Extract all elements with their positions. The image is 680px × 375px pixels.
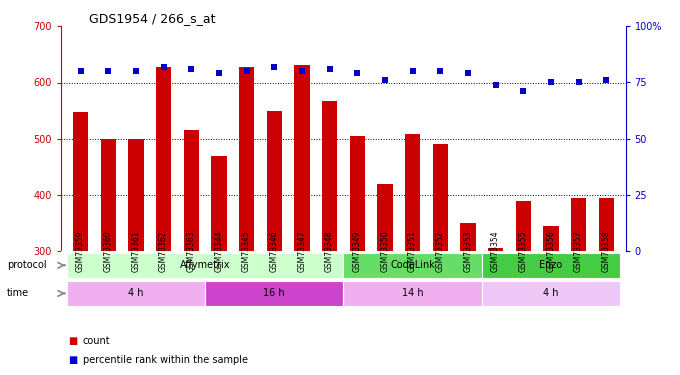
Text: GSM73344: GSM73344: [214, 230, 224, 272]
Bar: [377, 184, 392, 251]
Text: 4 h: 4 h: [543, 288, 559, 298]
Text: GSM73350: GSM73350: [380, 230, 390, 272]
Bar: [405, 134, 420, 251]
Text: count: count: [83, 336, 111, 346]
Text: GSM73360: GSM73360: [104, 230, 113, 272]
Text: GSM73357: GSM73357: [574, 230, 583, 272]
FancyBboxPatch shape: [343, 281, 481, 306]
FancyBboxPatch shape: [67, 281, 205, 306]
Point: [352, 70, 362, 76]
Text: 4 h: 4 h: [128, 288, 143, 298]
Point: [158, 64, 169, 70]
Text: GSM73347: GSM73347: [297, 230, 307, 272]
FancyBboxPatch shape: [343, 253, 481, 278]
Point: [214, 70, 224, 76]
Point: [545, 80, 556, 86]
Text: percentile rank within the sample: percentile rank within the sample: [83, 355, 248, 365]
Point: [407, 68, 418, 74]
Bar: [129, 139, 143, 251]
Point: [517, 88, 528, 94]
Text: Enzo: Enzo: [539, 260, 562, 270]
Text: GSM73356: GSM73356: [547, 230, 556, 272]
FancyBboxPatch shape: [67, 253, 343, 278]
Point: [435, 68, 445, 74]
Bar: [73, 112, 88, 251]
Point: [103, 68, 114, 74]
Bar: [350, 136, 365, 251]
Text: ■: ■: [68, 355, 78, 365]
Text: GSM73363: GSM73363: [187, 230, 196, 272]
Bar: [184, 130, 199, 251]
Text: GSM73359: GSM73359: [76, 230, 85, 272]
Bar: [432, 144, 448, 251]
Point: [573, 80, 584, 86]
Text: protocol: protocol: [7, 260, 46, 270]
Text: GSM73355: GSM73355: [519, 230, 528, 272]
Text: CodeLink: CodeLink: [390, 260, 435, 270]
Text: 16 h: 16 h: [263, 288, 285, 298]
Text: GSM73353: GSM73353: [463, 230, 473, 272]
Bar: [267, 111, 282, 251]
Bar: [211, 156, 226, 251]
Text: GSM73351: GSM73351: [408, 231, 417, 272]
Point: [601, 77, 612, 83]
Text: GDS1954 / 266_s_at: GDS1954 / 266_s_at: [89, 12, 216, 25]
Text: GSM73352: GSM73352: [436, 231, 445, 272]
Text: ■: ■: [68, 336, 78, 346]
Point: [296, 68, 307, 74]
FancyBboxPatch shape: [481, 281, 620, 306]
Point: [241, 68, 252, 74]
Text: GSM73362: GSM73362: [159, 231, 168, 272]
Bar: [598, 198, 614, 251]
Point: [131, 68, 141, 74]
Bar: [239, 68, 254, 251]
Bar: [322, 100, 337, 251]
Text: Affymetrix: Affymetrix: [180, 260, 231, 270]
Point: [269, 64, 279, 70]
Text: GSM73358: GSM73358: [602, 231, 611, 272]
Text: GSM73354: GSM73354: [491, 230, 500, 272]
Bar: [156, 68, 171, 251]
Bar: [515, 201, 531, 251]
Point: [75, 68, 86, 74]
Text: time: time: [7, 288, 29, 298]
Point: [490, 82, 501, 88]
FancyBboxPatch shape: [481, 253, 620, 278]
Bar: [543, 226, 558, 251]
Bar: [571, 198, 586, 251]
Bar: [488, 249, 503, 251]
Point: [186, 66, 197, 72]
Text: GSM73349: GSM73349: [353, 230, 362, 272]
FancyBboxPatch shape: [205, 281, 343, 306]
Text: GSM73345: GSM73345: [242, 230, 251, 272]
Bar: [294, 65, 309, 251]
Point: [462, 70, 473, 76]
Text: 14 h: 14 h: [402, 288, 424, 298]
Point: [379, 77, 390, 83]
Text: GSM73348: GSM73348: [325, 231, 334, 272]
Text: GSM73361: GSM73361: [131, 231, 140, 272]
Bar: [460, 223, 475, 251]
Text: GSM73346: GSM73346: [270, 230, 279, 272]
Bar: [101, 139, 116, 251]
Point: [324, 66, 335, 72]
